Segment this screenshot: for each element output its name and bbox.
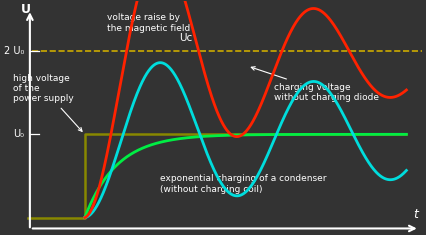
Text: charging voltage
without charging diode: charging voltage without charging diode bbox=[251, 67, 379, 102]
Text: U₀: U₀ bbox=[13, 129, 24, 139]
Text: Uᴄ: Uᴄ bbox=[179, 33, 193, 43]
Text: 2 U₀: 2 U₀ bbox=[4, 46, 24, 56]
Text: voltage raise by
the magnetic field: voltage raise by the magnetic field bbox=[107, 13, 191, 33]
Text: t: t bbox=[413, 208, 418, 221]
Text: U: U bbox=[21, 4, 31, 16]
Text: exponential charging of a condenser
(without charging coil): exponential charging of a condenser (wit… bbox=[161, 174, 327, 194]
Text: high voltage
of the
power supply: high voltage of the power supply bbox=[13, 74, 82, 131]
